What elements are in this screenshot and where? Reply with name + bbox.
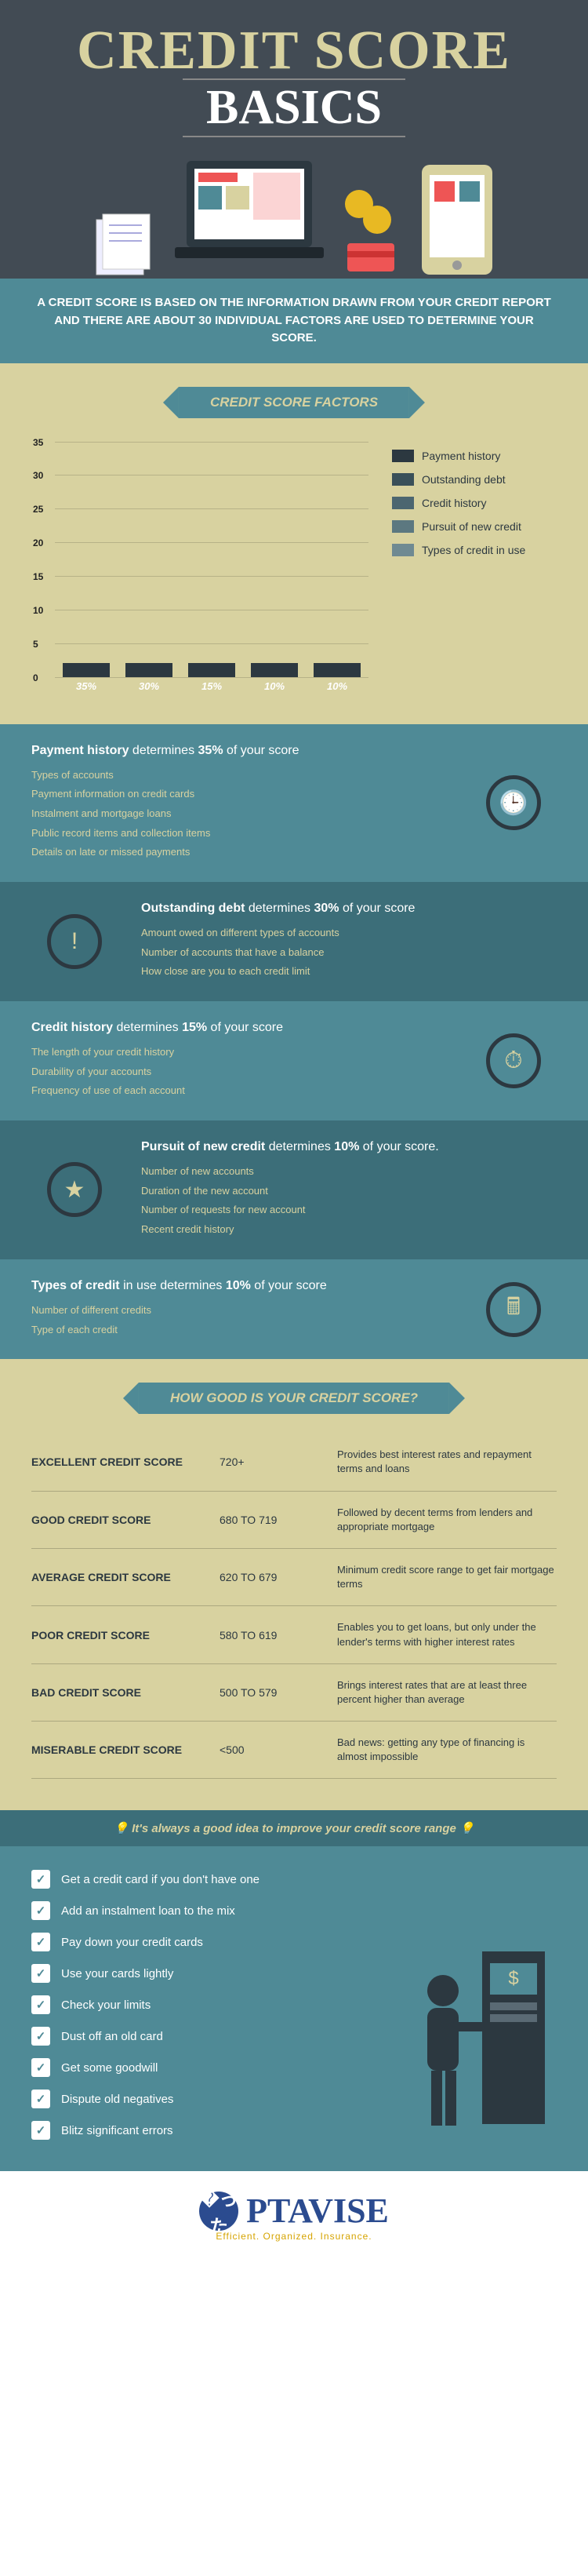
score-row: GOOD CREDIT SCORE680 TO 719Followed by d… — [31, 1492, 557, 1549]
check-icon: ✓ — [31, 1870, 50, 1889]
factor-icon: 🕒 — [486, 775, 541, 830]
tip-item: ✓Use your cards lightly — [31, 1964, 376, 1983]
brand: �った PTAVISE — [199, 2191, 389, 2231]
brand-name: PTAVISE — [246, 2191, 389, 2231]
factor-block: Credit history determines 15% of your sc… — [0, 1001, 588, 1120]
legend-item: Pursuit of new credit — [392, 520, 557, 533]
tip-item: ✓Get a credit card if you don't have one — [31, 1870, 376, 1889]
tips-section: 💡 It's always a good idea to improve you… — [0, 1810, 588, 2171]
score-row: EXCELLENT CREDIT SCORE720+Provides best … — [31, 1434, 557, 1491]
legend-item: Payment history — [392, 450, 557, 462]
hero-illustration — [0, 137, 588, 279]
legend-item: Outstanding debt — [392, 473, 557, 486]
check-icon: ✓ — [31, 2027, 50, 2046]
brand-logo-icon: �った — [199, 2192, 238, 2231]
factor-icon: ★ — [47, 1162, 102, 1217]
factor-block: Payment history determines 35% of your s… — [0, 724, 588, 882]
factor-icon: ! — [47, 914, 102, 969]
tip-item: ✓Dispute old negatives — [31, 2090, 376, 2108]
check-icon: ✓ — [31, 2090, 50, 2108]
chart-section: CREDIT SCORE FACTORS 05101520253035 35%3… — [0, 363, 588, 724]
score-row: AVERAGE CREDIT SCORE620 TO 679Minimum cr… — [31, 1549, 557, 1606]
factor-block: Types of credit in use determines 10% of… — [0, 1259, 588, 1359]
check-icon: ✓ — [31, 2058, 50, 2077]
svg-text:$: $ — [508, 1968, 518, 1989]
factor-block: Pursuit of new credit determines 10% of … — [0, 1120, 588, 1259]
brand-tagline: Efficient. Organized. Insurance. — [20, 2231, 568, 2242]
tip-item: ✓Get some goodwill — [31, 2058, 376, 2077]
factor-icon: ⏱ — [486, 1033, 541, 1088]
legend-item: Credit history — [392, 497, 557, 509]
chart-legend: Payment history Outstanding debt Credit hi… — [392, 442, 557, 693]
check-icon: ✓ — [31, 1964, 50, 1983]
tip-item: ✓Blitz significant errors — [31, 2121, 376, 2140]
coins-card-icon — [339, 184, 402, 279]
phone-icon — [414, 161, 500, 279]
check-icon: ✓ — [31, 1901, 50, 1920]
factors-section: Payment history determines 35% of your s… — [0, 724, 588, 1360]
tip-item: ✓Pay down your credit cards — [31, 1933, 376, 1951]
laptop-icon — [171, 153, 328, 279]
title-line-2: BASICS — [183, 78, 405, 137]
legend-item: Types of credit in use — [392, 544, 557, 556]
score-row: POOR CREDIT SCORE580 TO 619Enables you t… — [31, 1606, 557, 1663]
title-line-1: CREDIT SCORE — [8, 20, 580, 82]
check-icon: ✓ — [31, 1933, 50, 1951]
factor-block: Outstanding debt determines 30% of your … — [0, 882, 588, 1001]
tip-item: ✓Check your limits — [31, 1995, 376, 2014]
score-row: MISERABLE CREDIT SCORE<500Bad news: gett… — [31, 1722, 557, 1779]
paper-icon — [89, 208, 159, 279]
intro-text: A CREDIT SCORE IS BASED ON THE INFORMATI… — [0, 279, 588, 363]
check-icon: ✓ — [31, 1995, 50, 2014]
tip-item: ✓Add an instalment loan to the mix — [31, 1901, 376, 1920]
header: CREDIT SCORE BASICS — [0, 0, 588, 137]
atm-illustration: $ — [400, 1870, 557, 2140]
score-table-title: HOW GOOD IS YOUR CREDIT SCORE? — [139, 1383, 449, 1414]
check-icon: ✓ — [31, 2121, 50, 2140]
score-row: BAD CREDIT SCORE500 TO 579Brings interes… — [31, 1664, 557, 1722]
chart-title-tab: CREDIT SCORE FACTORS — [179, 387, 409, 418]
tips-heading: 💡 It's always a good idea to improve you… — [0, 1810, 588, 1846]
score-table-section: HOW GOOD IS YOUR CREDIT SCORE? EXCELLENT… — [0, 1359, 588, 1810]
factor-icon: 🖩 — [486, 1282, 541, 1337]
tip-item: ✓Dust off an old card — [31, 2027, 376, 2046]
footer: �った PTAVISE Efficient. Organized. Insura… — [0, 2171, 588, 2261]
bar-chart: 05101520253035 35%30%15%10%10% — [31, 442, 368, 693]
